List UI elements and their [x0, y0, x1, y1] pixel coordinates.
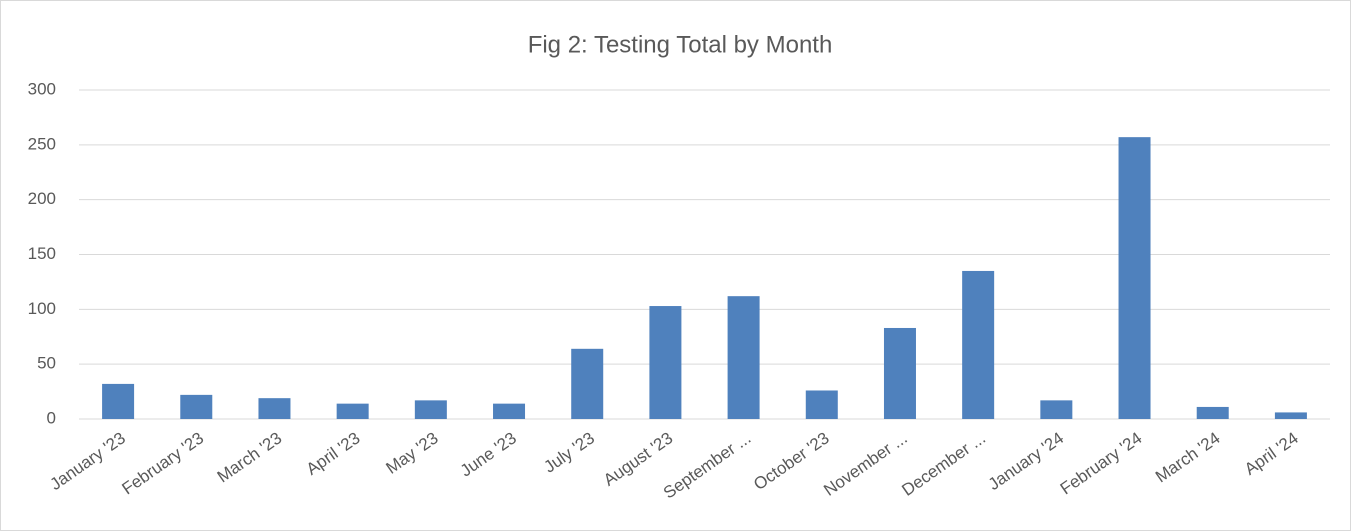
chart-title: Fig 2: Testing Total by Month	[528, 31, 833, 58]
bar	[727, 296, 760, 419]
y-tick-label: 0	[47, 408, 56, 427]
bar	[883, 327, 916, 419]
y-tick-label: 200	[28, 189, 56, 208]
bar	[336, 403, 369, 419]
bar	[258, 398, 291, 419]
bar	[1274, 412, 1307, 419]
bar	[493, 403, 526, 419]
bar	[962, 270, 995, 419]
y-tick-label: 250	[28, 134, 56, 153]
bar	[1118, 137, 1151, 419]
bar	[1040, 400, 1073, 419]
bar	[571, 348, 604, 419]
y-tick-label: 150	[28, 244, 56, 263]
bar	[414, 400, 447, 419]
bar	[1196, 406, 1229, 419]
bar	[649, 306, 682, 419]
y-tick-label: 300	[28, 79, 56, 98]
bar	[805, 390, 838, 419]
bar	[180, 394, 213, 419]
y-tick-label: 50	[37, 354, 56, 373]
bar	[102, 383, 135, 419]
y-tick-label: 100	[28, 299, 56, 318]
